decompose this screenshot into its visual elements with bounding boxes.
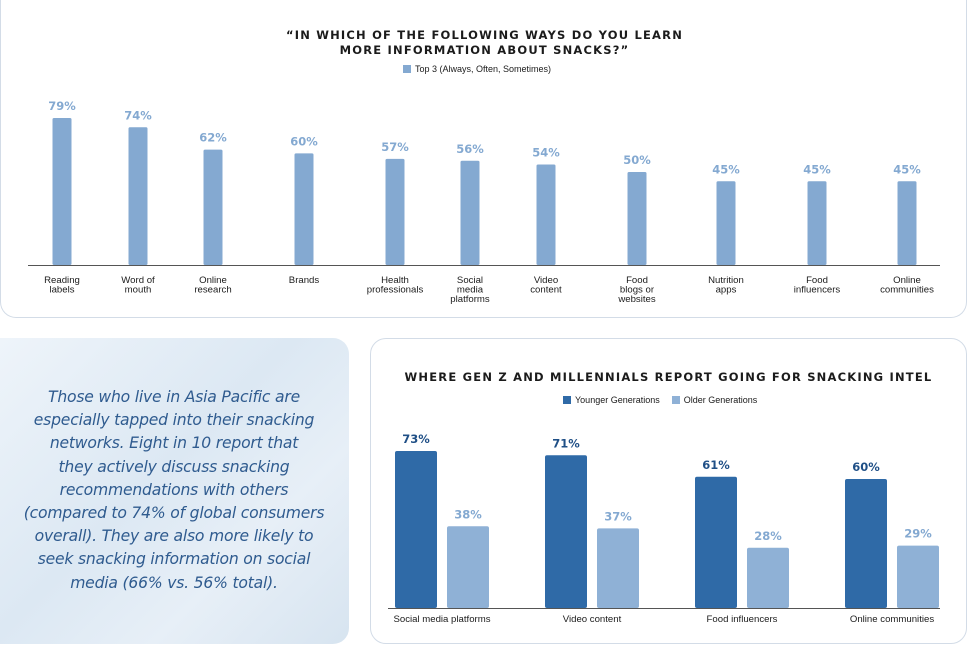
category-label: Brands xyxy=(289,275,320,286)
callout-line: seek snacking information on social xyxy=(37,550,311,569)
data-label: 60% xyxy=(290,134,318,148)
category-label: Online xyxy=(199,275,227,286)
bar-younger xyxy=(395,451,437,608)
bar-top3 xyxy=(203,149,223,265)
category-label: websites xyxy=(617,294,656,305)
callout-text: Those who live in Asia Pacific are especi… xyxy=(16,386,332,595)
category-label: influencers xyxy=(794,285,841,296)
callout-line: media (66% vs. 56% total). xyxy=(70,573,278,592)
data-label: 79% xyxy=(48,99,76,113)
data-label: 73% xyxy=(402,432,430,446)
bar-top3 xyxy=(52,118,72,265)
category-label: Video content xyxy=(563,614,622,625)
data-label: 50% xyxy=(623,153,651,167)
callout-line: overall). They are also more likely to xyxy=(34,527,314,546)
data-label: 37% xyxy=(604,509,632,523)
data-label: 29% xyxy=(904,527,932,541)
category-label: communities xyxy=(880,285,934,296)
category-label: Food xyxy=(806,275,828,286)
top-chart-title-line-2: MORE INFORMATION ABOUT SNACKS?” xyxy=(339,42,630,57)
data-label: 45% xyxy=(893,162,921,176)
bar-top3 xyxy=(897,181,917,265)
legend-label-top3: Top 3 (Always, Often, Sometimes) xyxy=(415,64,552,74)
top-chart-title: “IN WHICH OF THE FOLLOWING WAYS DO YOU L… xyxy=(200,28,769,57)
bar-top3 xyxy=(536,164,556,265)
data-label: 38% xyxy=(454,507,482,521)
data-label: 62% xyxy=(199,131,227,145)
bar-older xyxy=(447,526,489,608)
top-chart-legend: Top 3 (Always, Often, Sometimes) xyxy=(403,64,551,74)
top-chart-title-line-1: “IN WHICH OF THE FOLLOWING WAYS DO YOU L… xyxy=(285,28,684,42)
category-label: Online xyxy=(893,275,921,286)
callout-line: recommendations with others xyxy=(59,480,289,499)
data-label: 56% xyxy=(456,142,484,156)
callout-line: especially tapped into their snacking xyxy=(33,411,315,430)
bar-younger xyxy=(845,478,887,608)
category-label: Food influencers xyxy=(707,614,778,625)
bar-younger xyxy=(695,476,737,608)
category-label: Reading xyxy=(44,275,80,286)
data-label: 57% xyxy=(381,140,409,154)
category-label: blogs or xyxy=(620,285,655,296)
bar-older xyxy=(597,528,639,608)
bar-younger xyxy=(545,455,587,608)
legend-swatch-top3 xyxy=(403,65,411,73)
bar-top3 xyxy=(128,127,148,265)
bar-top3 xyxy=(294,153,314,265)
data-label: 54% xyxy=(532,146,560,160)
category-label: media xyxy=(457,285,484,296)
legend-swatch-older xyxy=(671,396,680,404)
data-label: 28% xyxy=(754,529,782,543)
legend-label-younger: Younger Generations xyxy=(575,395,660,405)
bar-top3 xyxy=(385,158,405,265)
category-label: professionals xyxy=(367,285,424,296)
callout-line: (compared to 74% of global consumers xyxy=(23,504,325,523)
category-label: research xyxy=(194,285,231,296)
data-label: 45% xyxy=(712,162,740,176)
category-label: content xyxy=(530,285,562,296)
asia-pacific-callout: Those who live in Asia Pacific are especi… xyxy=(0,338,349,644)
legend-label-older: Older Generations xyxy=(683,395,758,405)
bar-older xyxy=(897,545,939,608)
bottom-chart-title: WHERE GEN Z AND MILLENNIALS REPORT GOING… xyxy=(404,370,933,384)
category-label: apps xyxy=(716,285,737,296)
category-label: Nutrition xyxy=(708,275,744,286)
data-label: 60% xyxy=(852,460,880,474)
bar-top3 xyxy=(807,181,827,265)
callout-line: Those who live in Asia Pacific are xyxy=(48,388,300,406)
data-label: 71% xyxy=(552,436,580,450)
legend-swatch-younger xyxy=(563,396,571,404)
category-label: mouth xyxy=(125,285,152,296)
category-label: Social xyxy=(457,275,483,286)
category-label: Word of xyxy=(121,275,155,286)
bar-top3 xyxy=(716,181,736,265)
category-label: platforms xyxy=(450,294,490,305)
category-label: Health xyxy=(381,275,409,286)
category-label: Food xyxy=(626,275,648,286)
callout-line: they actively discuss snacking xyxy=(58,457,290,476)
data-label: 45% xyxy=(803,162,831,176)
category-label: Video xyxy=(534,275,558,286)
data-label: 61% xyxy=(702,458,730,472)
bar-older xyxy=(747,547,789,608)
callout-line: networks. Eight in 10 report that xyxy=(49,434,299,453)
bar-top3 xyxy=(627,171,647,265)
category-label: Social media platforms xyxy=(393,614,490,625)
bottom-chart-legend: Younger Generations Older Generations xyxy=(563,395,757,405)
category-label: Online communities xyxy=(850,614,934,625)
bar-top3 xyxy=(460,160,480,265)
data-label: 74% xyxy=(124,108,152,122)
category-label: labels xyxy=(49,285,74,296)
